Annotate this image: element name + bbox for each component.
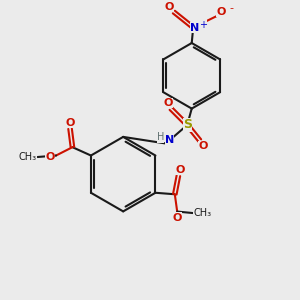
Text: O: O [216, 7, 226, 17]
Text: N: N [190, 22, 199, 32]
Text: -: - [230, 3, 233, 13]
Text: N: N [165, 136, 174, 146]
Text: O: O [198, 141, 207, 152]
Text: O: O [163, 98, 172, 108]
Text: CH₃: CH₃ [193, 208, 211, 218]
Text: O: O [45, 152, 55, 162]
Text: O: O [165, 2, 174, 12]
Text: O: O [65, 118, 75, 128]
Text: O: O [172, 212, 182, 223]
Text: O: O [175, 165, 184, 175]
Text: CH₃: CH₃ [19, 152, 37, 162]
Text: +: + [199, 20, 207, 29]
Text: S: S [183, 118, 192, 131]
Text: H: H [157, 133, 164, 142]
